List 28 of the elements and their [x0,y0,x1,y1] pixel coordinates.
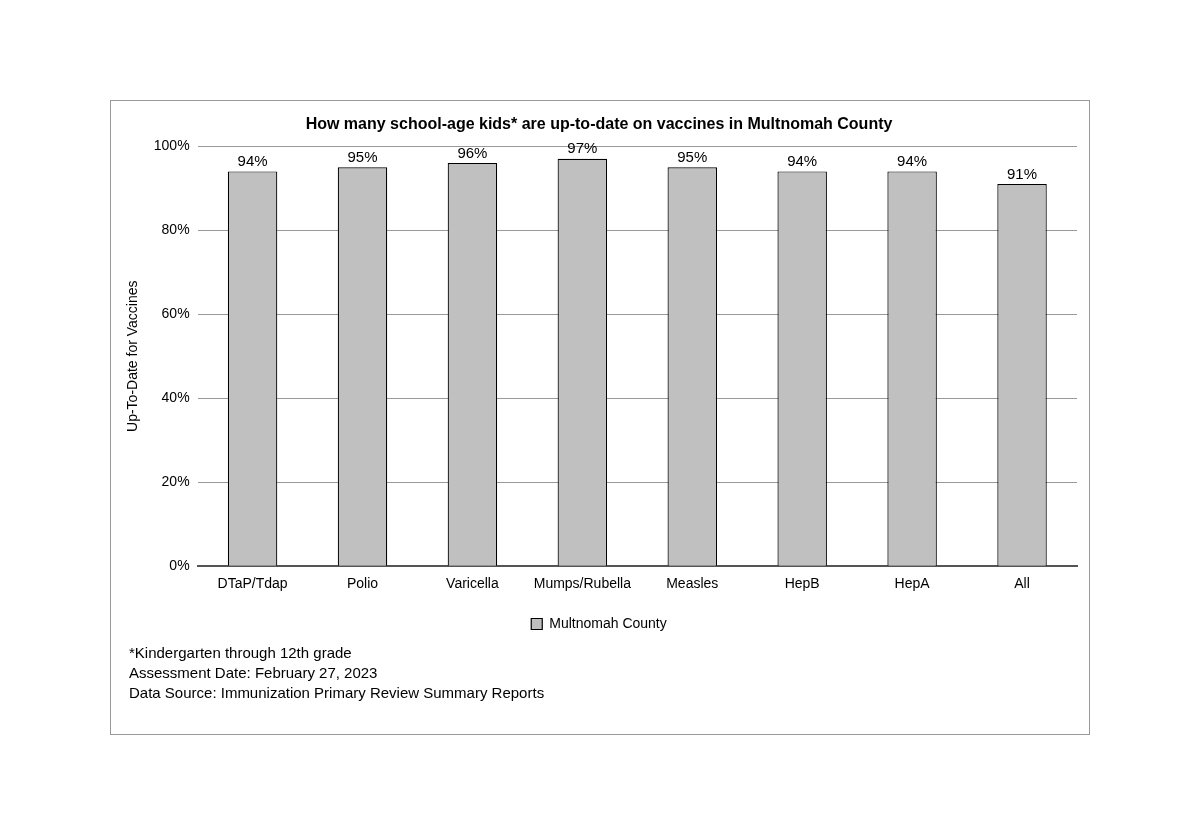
x-tick-label: Measles [666,575,719,592]
x-tick-label: DTaP/Tdap [217,575,288,592]
legend-label: Multnomah County [549,614,667,631]
data-label: 94% [237,152,268,170]
y-tick-label: 20% [161,473,190,490]
x-tick-label: Polio [346,575,379,592]
chart-title: How many school-age kids* are up-to-date on vaccines in Multnomah County [305,115,893,133]
data-label: 94% [787,152,818,170]
y-tick-label: 80% [161,221,190,238]
x-tick-label: Varicella [446,575,499,592]
x-tick-label: HepA [894,575,931,592]
x-tick-label: Mumps/Rubella [533,575,632,592]
y-tick-label: 0% [169,557,190,574]
y-tick-label: 100% [153,137,190,154]
source-note: Data Source: Immunization Primary Review Summary Reports [129,683,546,703]
data-label: 91% [1007,164,1038,182]
data-label: 96% [457,143,488,161]
y-tick-label: 40% [161,389,190,406]
text: *Kindergarten through 12th grade [129,643,353,663]
data-label: 95% [677,147,708,165]
data-label: 94% [897,152,928,170]
y-axis-title: Up-To-Date for Vaccines [124,280,141,432]
y-tick-label: 60% [161,305,190,322]
text: Assessment Date: February 27, 2023 [129,663,379,683]
data-label: 97% [567,139,598,157]
data-label: 95% [347,147,378,165]
x-tick-label: All [1014,575,1030,592]
x-tick-label: HepB [784,575,820,592]
